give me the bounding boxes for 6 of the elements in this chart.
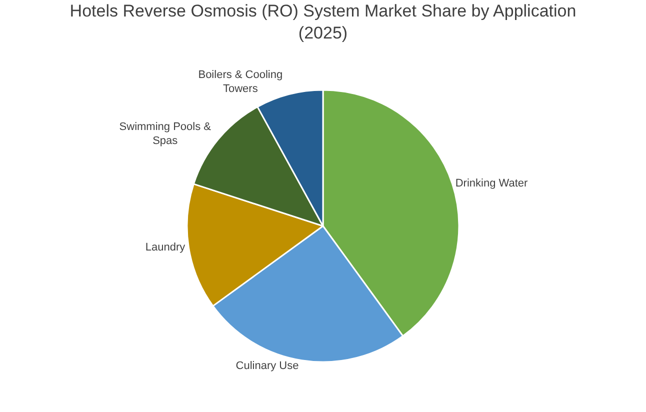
slice-label: Swimming Pools & Spas xyxy=(119,120,212,148)
slice-label: Boilers & Cooling Towers xyxy=(198,68,283,96)
chart-title: Hotels Reverse Osmosis (RO) System Market Share by Application (2025) xyxy=(70,1,576,43)
slice-label: Drinking Water xyxy=(455,177,528,190)
slice-label: Laundry xyxy=(145,241,186,254)
slice-label: Culinary Use xyxy=(236,360,299,372)
